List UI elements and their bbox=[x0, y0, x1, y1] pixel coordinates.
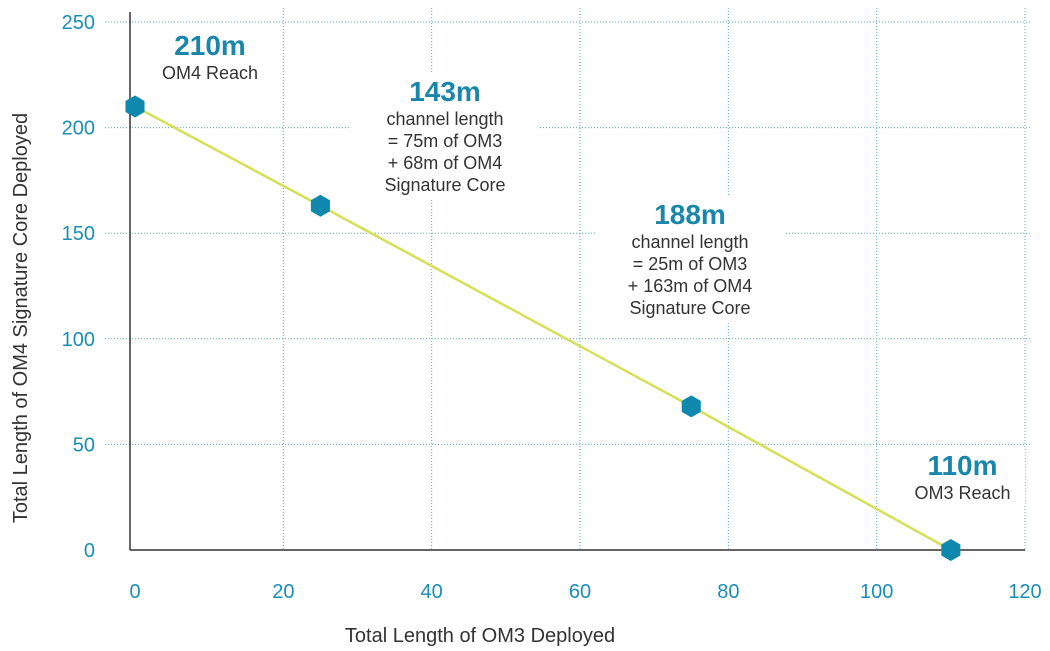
annotation-om3-reach: 110m OM3 Reach bbox=[900, 450, 1025, 504]
x-axis-label: Total Length of OM3 Deployed bbox=[345, 625, 615, 647]
annotation-value: 143m bbox=[409, 76, 481, 107]
data-point-marker bbox=[125, 95, 145, 118]
x-tick-label: 120 bbox=[1008, 581, 1041, 603]
annotation-value: 110m bbox=[927, 450, 998, 481]
annotation-om4-reach: 210m OM4 Reach bbox=[145, 30, 275, 84]
y-axis-label: Total Length of OM4 Signature Core Deplo… bbox=[10, 113, 32, 523]
y-tick-label: 150 bbox=[62, 223, 95, 245]
annotation-channel-188: 188m channel length = 25m of OM3 + 163m … bbox=[595, 197, 785, 321]
axes bbox=[129, 12, 1025, 551]
annotation-line: channel length bbox=[631, 232, 749, 252]
annotation-line: channel length bbox=[386, 109, 504, 129]
annotation-line: Signature Core bbox=[384, 175, 506, 195]
grid-lines bbox=[105, 8, 1030, 550]
annotation-line: Signature Core bbox=[629, 298, 751, 318]
x-tick-label: 80 bbox=[717, 581, 739, 603]
x-tick-label: 40 bbox=[421, 581, 443, 603]
data-point-marker bbox=[941, 539, 961, 561]
x-tick-label: 20 bbox=[272, 581, 294, 603]
y-tick-label: 50 bbox=[73, 434, 95, 456]
series-line bbox=[134, 105, 952, 552]
y-tick-label: 250 bbox=[62, 12, 95, 34]
y-tick-label: 100 bbox=[62, 329, 95, 351]
annotation-value: 210m bbox=[174, 30, 246, 61]
annotation-line: + 163m of OM4 bbox=[627, 276, 753, 296]
y-tick-label: 0 bbox=[84, 540, 95, 562]
annotation-channel-143: 143m channel length = 75m of OM3 + 68m o… bbox=[350, 74, 540, 198]
tick-labels: 0 20 40 60 80 100 120 0 50 100 150 200 250 bbox=[62, 12, 1042, 603]
data-point-marker bbox=[310, 194, 330, 217]
annotation-value: 188m bbox=[654, 199, 726, 230]
x-tick-label: 100 bbox=[860, 581, 893, 603]
y-tick-label: 200 bbox=[62, 118, 95, 140]
annotation-line: OM4 Reach bbox=[161, 63, 259, 83]
x-tick-label: 60 bbox=[569, 581, 591, 603]
annotation-line: = 75m of OM3 bbox=[387, 131, 503, 151]
annotation-line: OM3 Reach bbox=[914, 483, 1011, 503]
series-line-group bbox=[125, 95, 961, 561]
annotation-line: + 68m of OM4 bbox=[387, 153, 503, 173]
annotation-line: = 25m of OM3 bbox=[632, 254, 748, 274]
x-tick-label: 0 bbox=[129, 581, 140, 603]
data-point-marker bbox=[681, 395, 701, 418]
